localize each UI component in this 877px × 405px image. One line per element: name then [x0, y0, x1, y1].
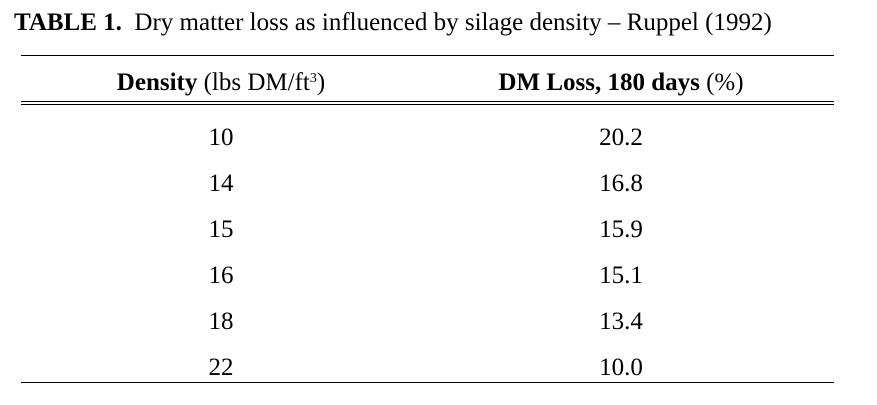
dm-loss-cell: 10.0: [599, 354, 643, 381]
dm-loss-cell: 20.2: [599, 124, 643, 151]
header-rule-1: [21, 101, 834, 102]
dm-loss-cell: 13.4: [599, 308, 643, 335]
header-density-superscript: 3: [309, 71, 317, 86]
density-cell: 18: [208, 308, 234, 335]
dm-loss-cell: 16.8: [599, 170, 643, 197]
header-density-label: Density: [116, 69, 198, 96]
density-cell: 14: [208, 170, 234, 197]
header-rule-2: [21, 104, 834, 105]
table-row: 15 15.9: [0, 207, 877, 253]
table-body: 10 20.2 14 16.8 15 15.9 16 15.1 18 13.4 …: [0, 115, 877, 391]
density-cell: 16: [208, 262, 234, 289]
header-dm-loss-label: DM Loss, 180 days: [498, 69, 700, 96]
table-row: 16 15.1: [0, 253, 877, 299]
table-row: 14 16.8: [0, 161, 877, 207]
header-density: Density (lbs DM/ft3): [100, 68, 342, 98]
header-dm-loss: DM Loss, 180 days (%): [482, 68, 760, 98]
table-row: 18 13.4: [0, 299, 877, 345]
table-row: 22 10.0: [0, 345, 877, 391]
table-label: TABLE 1.: [14, 9, 122, 36]
density-cell: 22: [208, 354, 234, 381]
header-density-unit: (lbs DM/ft: [203, 69, 310, 96]
dm-loss-cell: 15.9: [599, 216, 643, 243]
table-row: 10 20.2: [0, 115, 877, 161]
top-rule: [21, 55, 834, 56]
bottom-rule: [21, 382, 834, 383]
header-dm-loss-unit: (%): [706, 69, 744, 96]
dm-loss-cell: 15.1: [599, 262, 643, 289]
table-title: Dry matter loss as influenced by silage …: [134, 9, 772, 36]
header-density-close: ): [316, 69, 326, 96]
table-caption: TABLE 1. Dry matter loss as influenced b…: [14, 8, 772, 38]
density-cell: 10: [208, 124, 234, 151]
density-cell: 15: [208, 216, 234, 243]
